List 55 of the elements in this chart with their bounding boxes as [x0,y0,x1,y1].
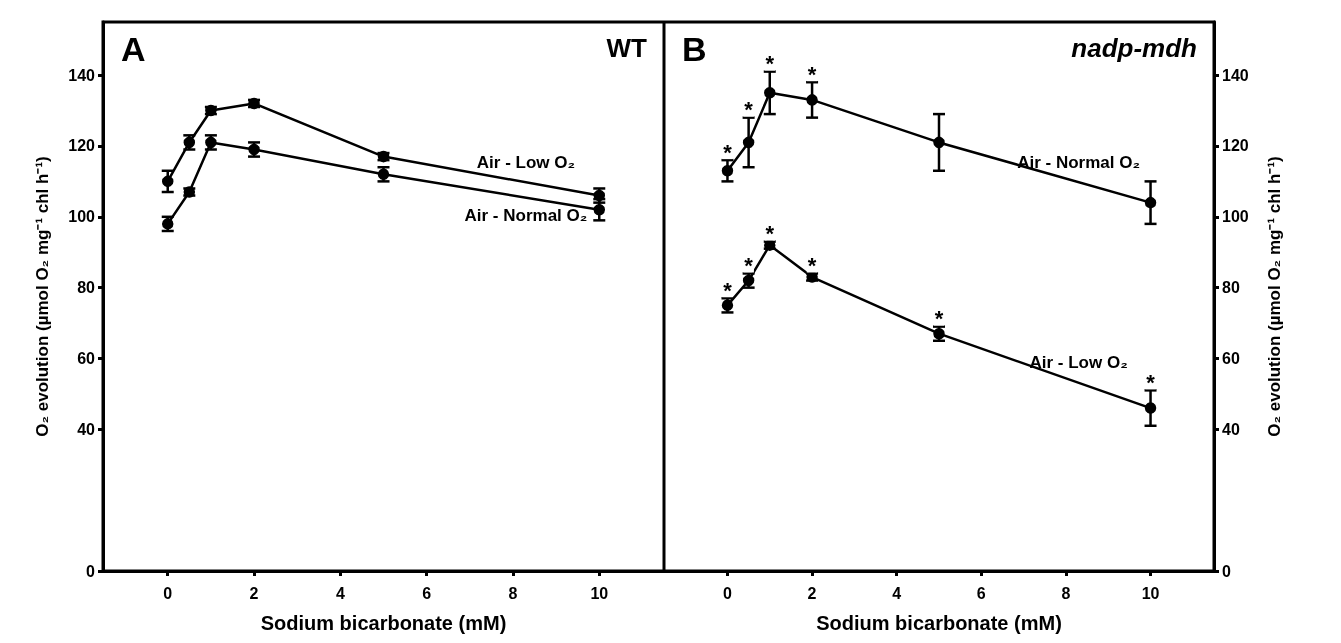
y-tick-label: 0 [86,562,96,580]
x-tick-label: 10 [590,584,609,602]
x-axis-title: Sodium bicarbonate (mM) [816,612,1062,634]
y-tick-label: 40 [77,420,96,438]
y-tick-label: 100 [68,208,96,226]
y-tick-label: 80 [1222,279,1240,297]
y-tick-label: 140 [1222,66,1249,84]
point [764,87,776,99]
y-tick-label: 120 [68,137,96,155]
point [721,165,734,177]
y-tick-label: 40 [1222,420,1240,438]
annotation: * [765,51,775,77]
annotation: B [682,30,707,68]
annotation: * [723,139,733,165]
x-tick-label: 10 [1141,584,1160,602]
annotation: A [121,30,146,68]
annotation: * [765,221,775,247]
x-tick-label: 2 [249,584,259,602]
annotation: * [744,252,754,278]
series-label: Air - Low O₂ [476,152,576,172]
y-tick-label: 100 [1222,208,1249,226]
point [806,94,818,106]
y-tick-label: 80 [77,279,96,297]
x-tick-label: 6 [976,584,986,602]
point [1144,196,1157,209]
chart-title: nadp-mdh [1071,33,1198,63]
annotation: * [744,97,754,123]
annotation: * [807,61,817,87]
y-tick-label: 140 [68,66,96,84]
x-tick-label: 8 [1061,584,1071,602]
point [742,136,755,149]
annotation: * [934,306,944,332]
point [1144,402,1157,414]
y-tick-label: 60 [1222,349,1240,367]
y-tick-label: 0 [1222,562,1231,580]
x-tick-label: 0 [723,584,733,602]
series-label: Air - Low O₂ [1029,353,1128,373]
point [933,136,945,149]
x-tick-label: 4 [335,584,345,602]
y-tick-label: 60 [77,349,96,367]
x-tick-label: 4 [892,584,902,602]
annotation: * [1146,369,1156,395]
annotation: * [723,277,733,303]
series-label: Air - Normal O₂ [464,206,588,226]
x-tick-label: 2 [807,584,817,602]
x-tick-label: 6 [422,584,432,602]
y-tick-label: 120 [1222,137,1249,155]
x-tick-label: 8 [508,584,518,602]
point [161,175,174,188]
chart-title: WT [606,33,648,63]
y-axis-title: O₂ evolution (µmol O₂ mg⁻¹ chl h⁻¹) [33,156,52,437]
y-axis-title: O₂ evolution (µmol O₂ mg⁻¹ chl h⁻¹) [1265,156,1284,437]
annotation: * [807,252,817,278]
x-tick-label: 0 [163,584,173,602]
x-axis-title: Sodium bicarbonate (mM) [260,612,507,634]
